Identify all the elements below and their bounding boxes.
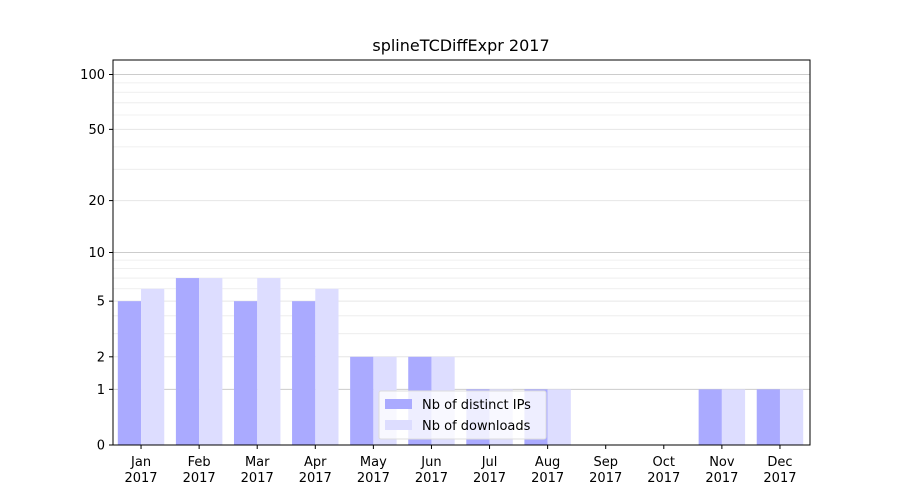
bar bbox=[117, 301, 142, 445]
x-tick-label: Mar 2017 bbox=[241, 455, 274, 486]
chart-title: splineTCDiffExpr 2017 bbox=[372, 36, 549, 55]
bar bbox=[175, 278, 200, 445]
x-tick-label: Apr 2017 bbox=[299, 455, 332, 486]
x-tick-label: Aug 2017 bbox=[531, 455, 564, 486]
y-tick-label: 0 bbox=[97, 439, 105, 454]
gridlines bbox=[113, 74, 810, 390]
x-tick-label: Dec 2017 bbox=[763, 455, 796, 486]
x-tick-label: Feb 2017 bbox=[183, 455, 216, 486]
bar bbox=[141, 288, 165, 445]
y-tick-label: 2 bbox=[97, 350, 105, 365]
legend-box bbox=[378, 390, 547, 440]
y-axis-ticks: 0 1 2 5 10 20 50 100 bbox=[80, 68, 113, 454]
x-tick-label: Jan 2017 bbox=[124, 455, 157, 486]
x-tick-label: Sep 2017 bbox=[589, 455, 622, 486]
x-tick-label: Oct 2017 bbox=[647, 455, 680, 486]
bar bbox=[350, 356, 374, 445]
x-tick-label: May 2017 bbox=[357, 455, 390, 486]
bar bbox=[698, 389, 722, 445]
bar bbox=[315, 288, 339, 445]
legend-label: Nb of downloads bbox=[422, 419, 531, 434]
bar bbox=[721, 389, 746, 445]
x-tick-label: Jul 2017 bbox=[473, 455, 506, 486]
y-tick-label: 1 bbox=[97, 383, 105, 398]
bar bbox=[233, 301, 258, 445]
x-tick-label: Nov 2017 bbox=[705, 455, 738, 486]
y-tick-label: 50 bbox=[88, 123, 105, 138]
bar bbox=[779, 389, 804, 445]
legend: Nb of distinct IPs Nb of downloads bbox=[378, 390, 547, 440]
legend-label: Nb of distinct IPs bbox=[422, 398, 531, 413]
x-axis-ticks: Jan 2017 Feb 2017 Mar 2017 Apr 2017 May 2017 Jun 20… bbox=[124, 445, 797, 486]
y-tick-label: 20 bbox=[88, 194, 105, 209]
bar bbox=[292, 301, 316, 445]
y-tick-label: 10 bbox=[88, 246, 105, 261]
y-tick-label: 5 bbox=[97, 295, 105, 310]
y-tick-label: 100 bbox=[80, 68, 105, 83]
bar bbox=[756, 389, 780, 445]
bar bbox=[199, 278, 223, 445]
legend-swatch bbox=[385, 399, 412, 409]
bar bbox=[257, 278, 281, 445]
legend-swatch bbox=[385, 420, 412, 430]
bar bbox=[547, 389, 571, 445]
x-tick-label: Jun 2017 bbox=[415, 455, 448, 486]
